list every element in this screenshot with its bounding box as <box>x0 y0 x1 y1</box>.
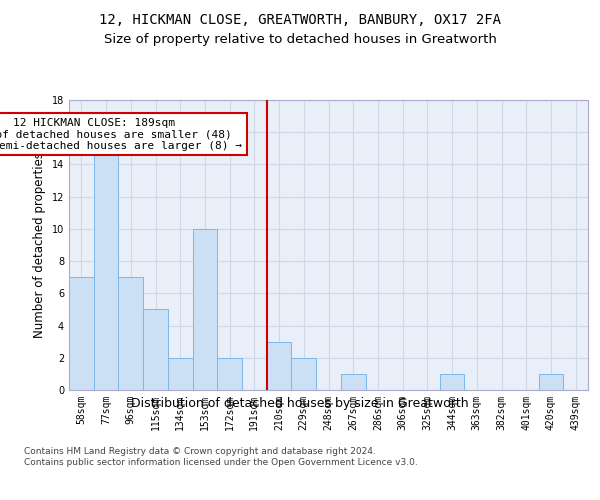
Bar <box>168 358 193 390</box>
Bar <box>440 374 464 390</box>
Bar <box>69 277 94 390</box>
Text: Distribution of detached houses by size in Greatworth: Distribution of detached houses by size … <box>131 398 469 410</box>
Bar <box>217 358 242 390</box>
Bar <box>94 148 118 390</box>
Text: Contains HM Land Registry data © Crown copyright and database right 2024.
Contai: Contains HM Land Registry data © Crown c… <box>24 448 418 467</box>
Text: Size of property relative to detached houses in Greatworth: Size of property relative to detached ho… <box>104 32 496 46</box>
Bar <box>193 229 217 390</box>
Bar <box>539 374 563 390</box>
Bar <box>143 310 168 390</box>
Text: 12, HICKMAN CLOSE, GREATWORTH, BANBURY, OX17 2FA: 12, HICKMAN CLOSE, GREATWORTH, BANBURY, … <box>99 12 501 26</box>
Text: 12 HICKMAN CLOSE: 189sqm
← 86% of detached houses are smaller (48)
14% of semi-d: 12 HICKMAN CLOSE: 189sqm ← 86% of detach… <box>0 118 242 151</box>
Bar <box>267 342 292 390</box>
Y-axis label: Number of detached properties: Number of detached properties <box>33 152 46 338</box>
Bar <box>118 277 143 390</box>
Bar <box>341 374 365 390</box>
Bar <box>292 358 316 390</box>
